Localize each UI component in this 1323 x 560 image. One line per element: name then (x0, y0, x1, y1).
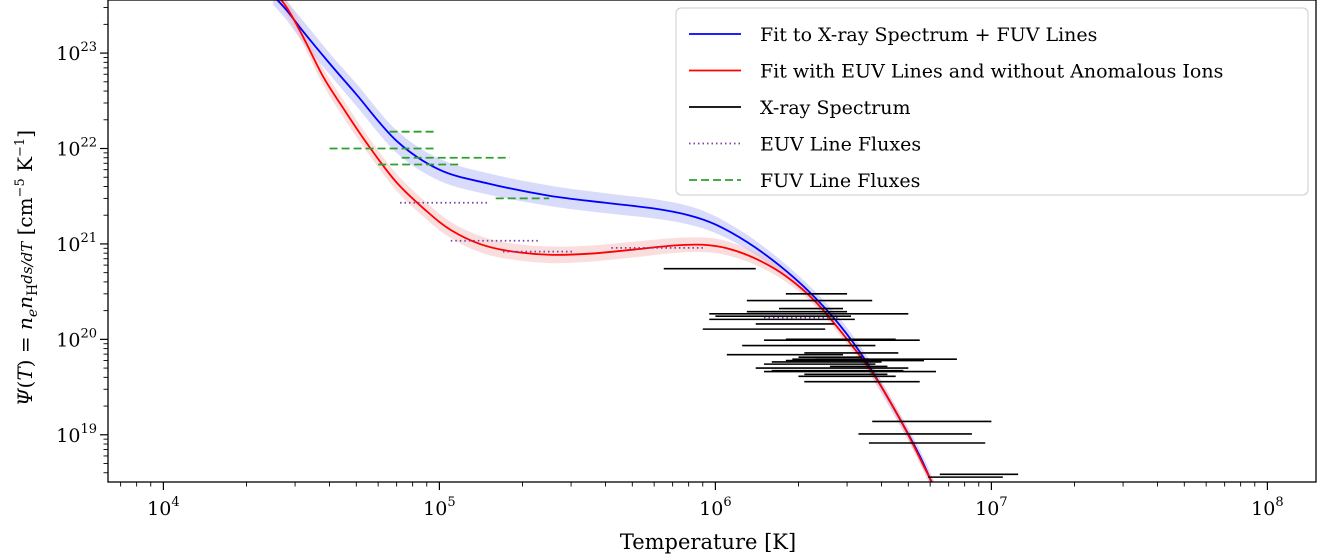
y-tick-label: 1021 (56, 231, 97, 256)
plot-frame (107, 0, 1317, 483)
x-tick-label: 108 (1251, 495, 1283, 520)
legend-label-3: EUV Line Fluxes (760, 134, 921, 156)
x-tick-label: 105 (423, 495, 455, 520)
legend-label-1: Fit with EUV Lines and without Anomalous… (760, 61, 1223, 83)
y-axis-label: Ψ(T) = nenHds/dT [cm−5 K−1] (13, 130, 41, 406)
legend-label-0: Fit to X-ray Spectrum + FUV Lines (760, 24, 1097, 46)
y-tick-label: 1020 (56, 326, 97, 351)
legend: Fit to X-ray Spectrum + FUV Lines Fit wit… (675, 7, 1309, 196)
legend-box (675, 7, 1309, 196)
y-tick-label: 1019 (56, 422, 97, 447)
series-0-line (276, 0, 933, 482)
x-tick-label: 107 (975, 495, 1007, 520)
x-tick-label: 106 (699, 495, 731, 520)
measurement-segments (329, 130, 1019, 478)
legend-label-2: X-ray Spectrum (760, 97, 911, 119)
y-tick-label: 1023 (56, 40, 97, 65)
axis-ticks: 104 105 106 107 108 1019 1020 1021 1022 1023 (56, 7, 1284, 520)
legend-label-4: FUV Line Fluxes (760, 170, 920, 192)
x-tick-label: 104 (147, 495, 179, 520)
y-tick-label: 1022 (56, 136, 97, 161)
x-axis-label: Temperature [K] (620, 530, 796, 554)
